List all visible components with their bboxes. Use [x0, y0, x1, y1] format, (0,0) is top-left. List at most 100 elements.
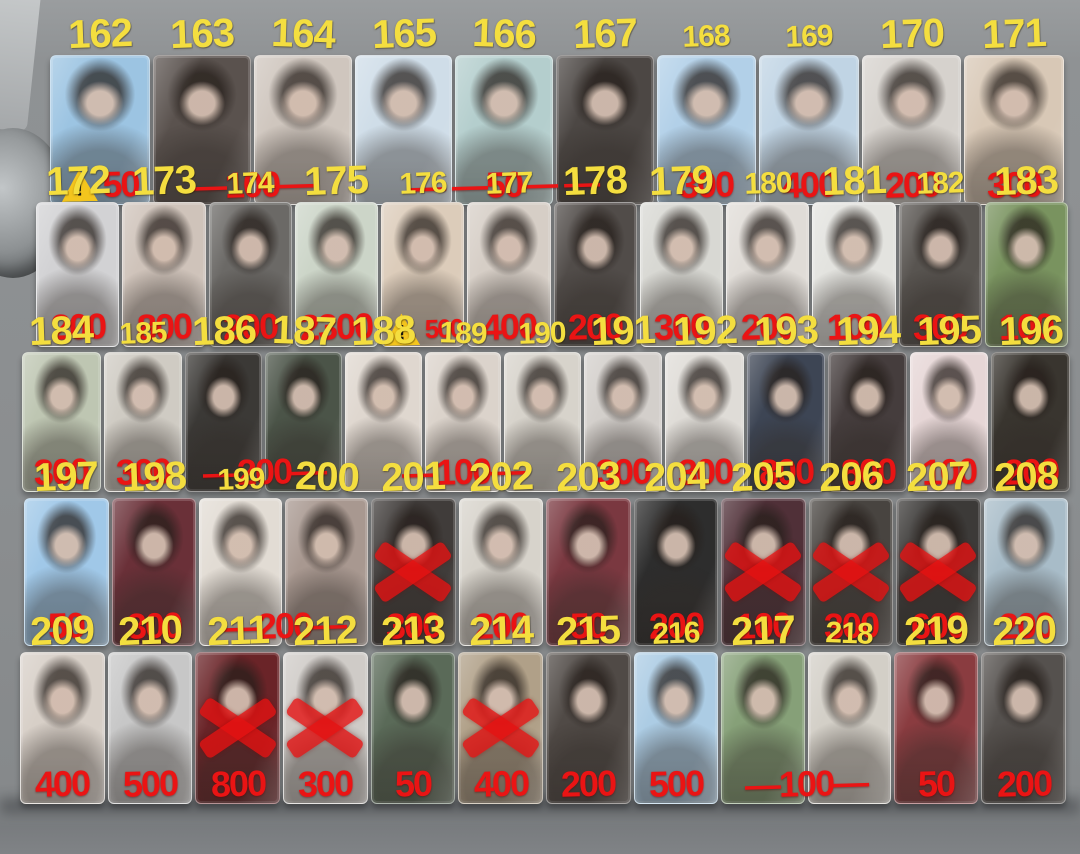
- photocard-196: 196: [991, 308, 1070, 492]
- card-number: 208: [993, 453, 1059, 501]
- photocard-168: 168: [656, 19, 757, 205]
- card-number: 185: [118, 316, 167, 351]
- photocard-184: 184: [22, 308, 101, 492]
- photocard-179: 179: [639, 158, 723, 347]
- price-group: 169 400: [759, 19, 859, 206]
- photocard-219: 219: [893, 608, 979, 804]
- card-number: 162: [67, 10, 133, 58]
- photocard-201: 201: [371, 454, 456, 646]
- price-group: 210 500: [107, 608, 193, 805]
- card-number: 183: [993, 157, 1059, 205]
- photocard-214: 214: [458, 608, 544, 804]
- card-number: 163: [169, 10, 235, 58]
- price-group: 197 50: [24, 454, 109, 646]
- price-group: 191 300: [583, 308, 663, 493]
- photocard-177: 177: [467, 166, 551, 347]
- photocard-180: 180: [726, 166, 810, 347]
- price-group: 174 200: [208, 166, 292, 348]
- photocard-207: 207: [896, 454, 981, 646]
- card-number: 181: [821, 157, 887, 205]
- card-row-2: 172 200 173 800 174 200 175 2300 176! 500 177 400 17…: [36, 158, 1068, 348]
- card-number: 202: [468, 453, 534, 501]
- price-label: —100—: [744, 761, 868, 806]
- card-number: 179: [648, 157, 714, 205]
- photocard-202: 202: [458, 454, 543, 646]
- photocard-166: 166: [455, 11, 553, 205]
- price-group: 201 300: [371, 454, 456, 647]
- photocard-191: 191: [583, 308, 663, 492]
- card-number: 184: [28, 307, 94, 355]
- photocard-190: 190: [504, 316, 581, 492]
- price-group: 175 2300: [294, 158, 378, 348]
- photocard-162: 162: [50, 11, 150, 205]
- photocard-203: 203: [546, 454, 631, 646]
- photocard-217: 217: [721, 608, 805, 804]
- card-number: 178: [562, 157, 628, 205]
- price-group: 208 200: [983, 454, 1068, 647]
- price-group: 199 200 —200—: [199, 454, 368, 648]
- price-group: 212 300: [283, 608, 368, 805]
- photocard-199: 199: [199, 462, 282, 646]
- photocard-200: 200: [285, 454, 368, 646]
- card-number: 197: [33, 453, 99, 501]
- card-number: 172: [45, 157, 111, 205]
- price-group: 202 200: [458, 454, 543, 647]
- price-label: 500: [122, 762, 178, 805]
- card-number: 168: [682, 19, 731, 54]
- card-number: 176: [398, 166, 447, 201]
- photocard-193: 193: [746, 308, 826, 492]
- photocard-173: 173: [122, 158, 206, 347]
- price-group: 196 200: [991, 308, 1070, 493]
- price-group: 192 300: [665, 308, 744, 493]
- photocard-172: 172: [36, 158, 120, 347]
- price-group: 216 500: [633, 616, 719, 805]
- photocard-208: 208: [983, 454, 1068, 646]
- card-number: 188: [350, 307, 417, 355]
- price-group: 173 800: [122, 158, 206, 348]
- price-group: 170 200: [861, 11, 962, 206]
- price-label: 400: [473, 762, 529, 805]
- price-group: 203 50: [546, 454, 631, 646]
- card-number: 220: [991, 607, 1057, 655]
- photocard-197: 197: [24, 454, 109, 646]
- card-row-4: 197 50 198 300 199 200 —200— 201 300 202 200 203 50 2…: [24, 454, 1068, 648]
- card-number: 187: [271, 307, 337, 355]
- photocard-194: 194: [828, 308, 907, 492]
- card-number: 192: [671, 307, 738, 355]
- price-group: 168 300: [656, 19, 757, 206]
- photocard-169: 169: [759, 19, 859, 205]
- card-number: 170: [878, 10, 945, 58]
- card-number: 177: [484, 166, 533, 201]
- photocard-189: 189: [424, 316, 502, 492]
- price-group: 217 218 —100—: [721, 608, 891, 806]
- photocard-183: 183: [984, 158, 1068, 347]
- card-number: 215: [555, 607, 621, 655]
- card-number: 196: [998, 307, 1064, 355]
- price-group: 182 300: [898, 166, 982, 348]
- card-number: 216: [651, 616, 701, 651]
- price-group: 184 300: [22, 308, 101, 493]
- card-number: 167: [572, 10, 638, 58]
- card-number: 213: [380, 607, 446, 655]
- card-number: 209: [29, 607, 95, 655]
- card-number: 186: [190, 307, 257, 355]
- price-group: 176! 500: [381, 166, 465, 347]
- price-group: 185 300: [103, 316, 183, 493]
- card-number: 218: [825, 616, 874, 651]
- card-number: 174: [226, 166, 275, 201]
- card-number: 173: [131, 157, 197, 205]
- photocard-206: 206: [808, 454, 893, 646]
- price-group: 209 400: [20, 608, 105, 805]
- price-group: 194 800: [828, 308, 907, 493]
- card-number: 189: [438, 316, 488, 351]
- price-label: 200: [560, 762, 616, 805]
- photocard-174: 174: [208, 166, 292, 347]
- price-group: 211 800: [195, 608, 281, 805]
- card-number: 203: [555, 453, 621, 501]
- photocard-186: 186: [185, 308, 263, 492]
- price-label: 50: [394, 762, 432, 805]
- price-group: 219 50: [893, 608, 979, 804]
- price-group: 172 200: [36, 158, 120, 348]
- price-group: 179 300: [639, 158, 723, 348]
- price-group: 220 200: [981, 608, 1067, 805]
